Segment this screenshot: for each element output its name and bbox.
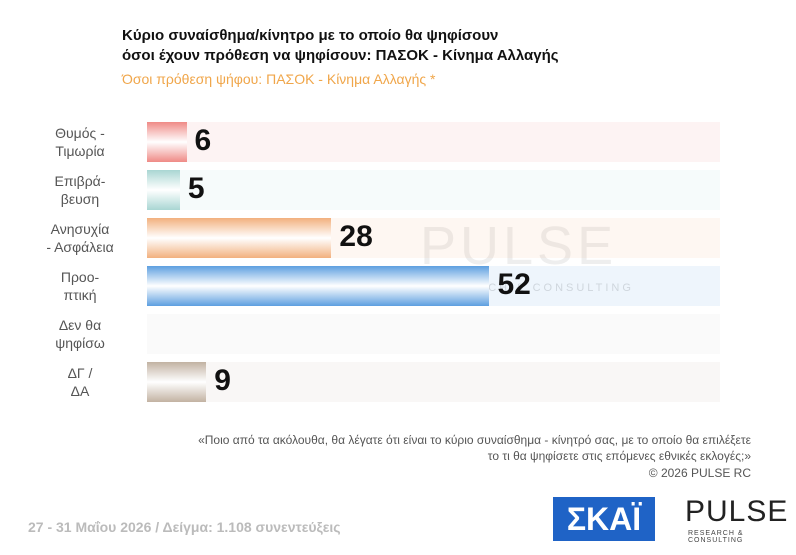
bar (147, 266, 490, 306)
chart-title: Κύριο συναίσθημα/κίνητρο με το οποίο θα … (122, 27, 559, 64)
value-label: 9 (214, 364, 231, 397)
value-label: 28 (339, 220, 373, 253)
copyright: © 2026 PULSE RC (648, 466, 751, 480)
value-label: 5 (187, 172, 205, 205)
bar (147, 170, 180, 210)
logo-right-sub: RESEARCH & CONSULTING (688, 530, 744, 544)
bar-track (147, 362, 720, 402)
subtitle: Όσοι πρόθεση ψήφου: ΠΑΣΟΚ - Κίνημα Αλλαγ… (122, 71, 436, 87)
category-label: Ανησυχία - Ασφάλεια (46, 221, 114, 255)
logo-left: ΣΚΑΪ (553, 497, 655, 541)
bar (147, 362, 207, 402)
category-label: ΔΓ / ΔΑ (67, 365, 93, 399)
footer: 27 - 31 Μαΐου 2026 / Δείγμα: 1.108 συνεν… (28, 519, 341, 535)
bar-track (147, 170, 720, 210)
bar (147, 122, 187, 162)
bar-track (147, 314, 720, 354)
value-label: 52 (497, 268, 531, 301)
note: «Ποιο από τα ακόλουθα, θα λέγατε ότι είν… (198, 433, 751, 463)
logo-right: PULSE (685, 495, 789, 528)
bar (147, 218, 332, 258)
category-label: Θυμός - Τιμωρία (55, 125, 105, 159)
value-label: 6 (194, 124, 212, 157)
bar-track (147, 122, 720, 162)
category-label: Δεν θα ψηφίσω (55, 317, 105, 351)
category-label: Επιβρά- βευση (54, 173, 106, 207)
category-label: Προο- πτική (60, 269, 100, 303)
